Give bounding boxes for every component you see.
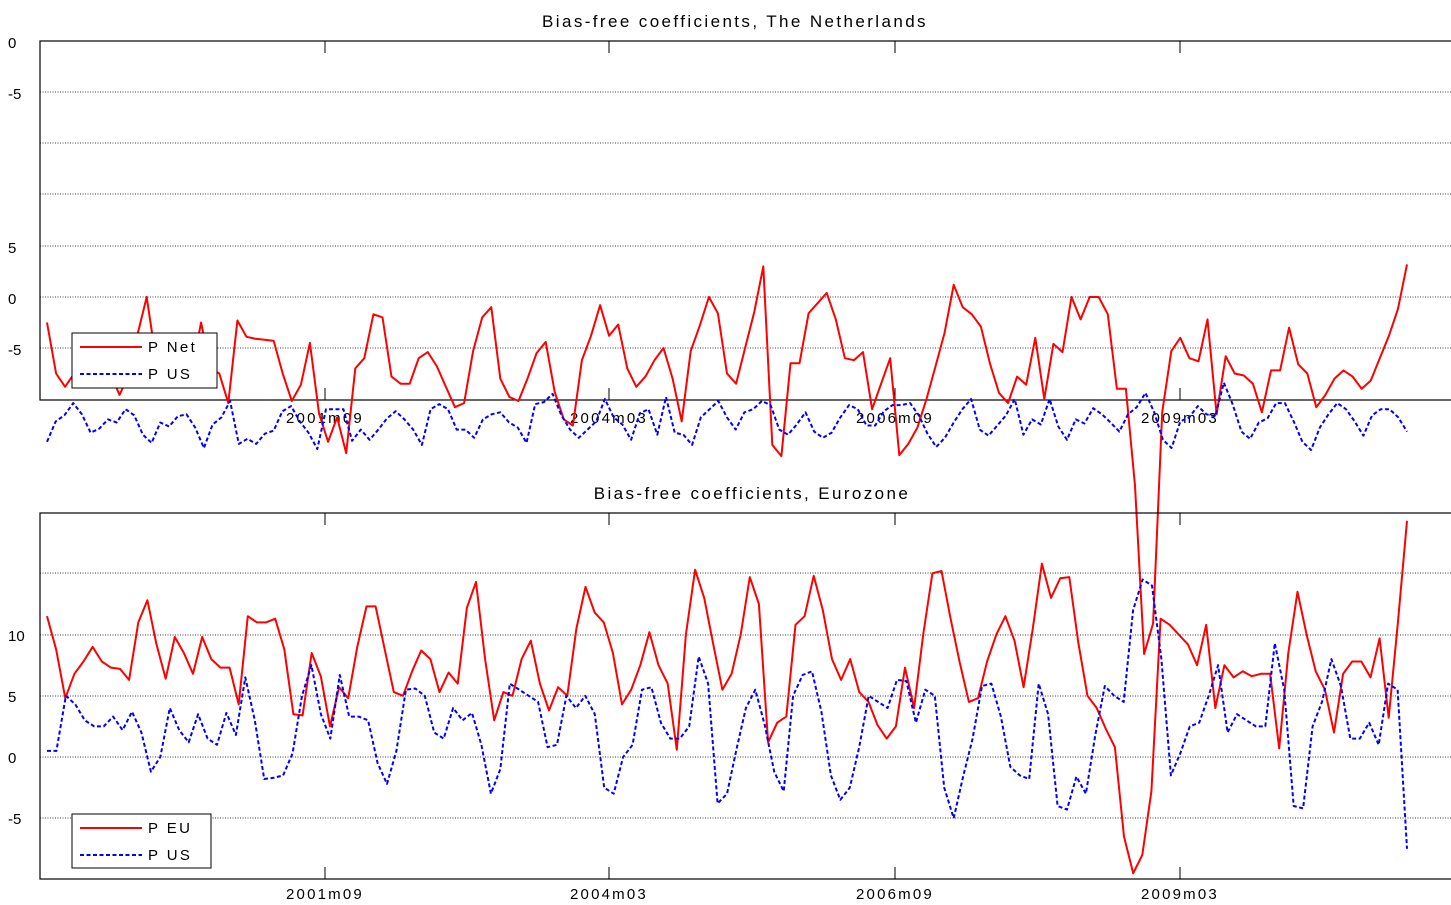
y-tick-label: -5 [8,86,21,103]
series-line-p-net [46,264,1408,655]
series-group [46,520,1408,875]
y-tick-label: 0 [8,35,16,52]
x-tick-label: 2009m03 [1141,410,1219,427]
legend-label-p-net: P Net [148,339,197,356]
x-axis: 2001m09 2004m03 2006m09 2009m03 [286,513,1219,903]
x-tick-label: 2004m03 [570,886,648,903]
legend-label-p-us: P US [148,847,192,864]
series-line-p-us [47,578,1408,849]
y-tick-label: 0 [8,291,16,308]
chart-netherlands: Bias-free coefficients, The Netherlands … [8,12,1451,655]
x-tick-label: 2001m09 [286,886,364,903]
x-tick-label: 2006m09 [856,886,934,903]
x-tick-label: 2009m03 [1141,886,1219,903]
y-tick-label: 10 [8,628,25,645]
y-axis: 10 5 0 -5 [8,628,25,828]
legend-label-p-eu: P EU [148,820,192,837]
y-axis: 0 -5 5 0 -5 [8,35,21,359]
x-axis: 2001m09 2004m03 2006m09 2009m03 [286,41,1219,427]
plot-frame [39,40,1451,401]
legend: P Net P US [71,332,218,389]
y-tick-label: -5 [8,342,21,359]
series-line-p-eu [46,520,1408,875]
y-tick-label: 5 [8,240,16,257]
x-tick-label: 2004m03 [570,410,648,427]
legend: P EU P US [71,813,212,869]
chart-title: Bias-free coefficients, Eurozone [594,484,911,503]
legend-label-p-us: P US [148,366,192,383]
gridlines [40,572,1451,819]
chart-eurozone: Bias-free coefficients, Eurozone 10 5 0 … [8,484,1451,903]
y-tick-label: 0 [8,750,16,767]
plot-frame [39,512,1451,880]
y-tick-label: 5 [8,689,16,706]
chart-title: Bias-free coefficients, The Netherlands [542,12,928,31]
legend-box [71,332,218,389]
series-line-p-us [46,381,1408,451]
legend-box [71,813,212,869]
x-tick-label: 2006m09 [856,410,934,427]
y-tick-label: -5 [8,811,21,828]
series-group [46,264,1408,655]
